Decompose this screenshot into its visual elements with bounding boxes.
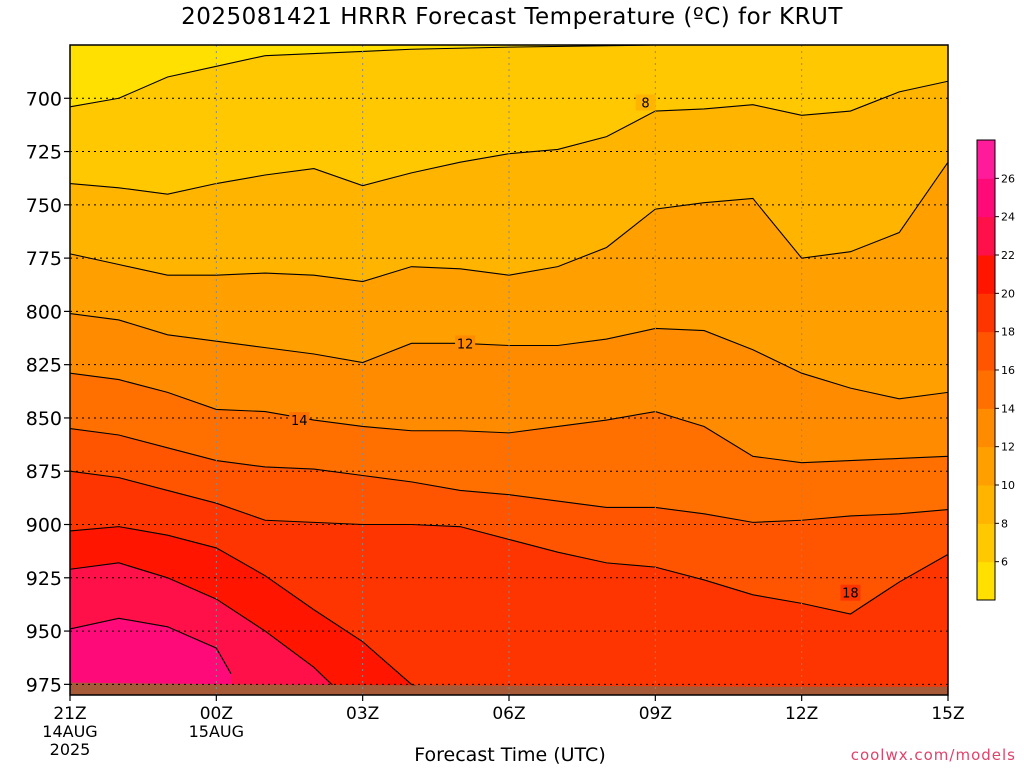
colorbar-segment-12 — [977, 408, 995, 448]
x-tick-sublabel-15AUG: 15AUG — [189, 722, 244, 741]
y-tick-label-725: 725 — [26, 142, 62, 164]
colorbar-tick-label-12: 12 — [1001, 441, 1015, 454]
contour-label-bg-14 — [289, 412, 310, 429]
colorbar-tick-label-16: 16 — [1001, 364, 1015, 377]
chart-title: 2025081421 HRRR Forecast Temperature (ºC… — [181, 4, 843, 30]
contour-label-12: 12 — [457, 337, 474, 352]
colorbar-tick-label-22: 22 — [1001, 249, 1015, 262]
x-tick-label-21Z: 21Z — [53, 704, 86, 724]
contour-14 — [70, 372, 948, 464]
y-tick-label-750: 750 — [26, 195, 62, 217]
colorbar-tick-label-26: 26 — [1001, 172, 1015, 185]
colorbar-segment-20 — [977, 255, 995, 294]
colorbar-tick-label-6: 6 — [1001, 556, 1008, 569]
x-tick-label-06Z: 06Z — [492, 704, 525, 724]
contour-label-bg-12 — [455, 335, 476, 352]
x-tick-label-15Z: 15Z — [931, 704, 964, 724]
colorbar: 6 8 10 12 14 16 18 20 22 24 26 — [976, 139, 1015, 601]
y-tick-label-775: 775 — [26, 248, 62, 270]
y-tick-label-900: 900 — [26, 515, 62, 537]
contour-24 — [70, 617, 232, 674]
contour-label-18: 18 — [842, 587, 859, 602]
contour-22 — [70, 562, 339, 692]
colorbar-segment-16 — [977, 331, 995, 371]
colorbar-tick-label-14: 14 — [1001, 402, 1015, 415]
y-tick-label-700: 700 — [26, 88, 62, 110]
colorbar-segment-22 — [977, 216, 995, 256]
x-tick-label-12Z: 12Z — [785, 704, 818, 724]
y-tick-label-950: 950 — [26, 621, 62, 643]
colorbar-segment-18 — [977, 293, 995, 333]
x-tick-label-00Z: 00Z — [200, 704, 233, 724]
contour-10 — [70, 161, 948, 283]
contour-label-bg-8 — [635, 94, 656, 111]
x-tick-label-09Z: 09Z — [639, 704, 672, 724]
y-axis: 700 725 750 775 800 825 850 875 900 925 950 975 — [26, 88, 70, 696]
colorbar-segment-8 — [977, 485, 995, 524]
contour-label-14: 14 — [291, 414, 308, 429]
y-tick-label-850: 850 — [26, 408, 62, 430]
contour-20 — [70, 526, 437, 694]
contour-label-bg-18 — [840, 584, 861, 601]
colorbar-tick-label-8: 8 — [1001, 517, 1008, 530]
colorbar-tick-label-10: 10 — [1001, 479, 1015, 492]
source-credit: coolwx.com/models — [850, 746, 1016, 764]
y-tick-label-800: 800 — [26, 301, 62, 323]
colorbar-tick-label-20: 20 — [1001, 287, 1015, 300]
y-tick-label-975: 975 — [26, 674, 62, 696]
colorbar-segment-6 — [977, 523, 995, 563]
x-tick-sublabel-2025: 2025 — [50, 740, 91, 759]
contour-6 — [70, 45, 948, 108]
contour-label-8: 8 — [641, 97, 649, 112]
colorbar-segment-24 — [977, 178, 995, 218]
y-tick-label-825: 825 — [26, 355, 62, 377]
x-tick-sublabel-14AUG: 14AUG — [42, 722, 97, 741]
colorbar-segment-14 — [977, 370, 995, 409]
y-tick-label-925: 925 — [26, 568, 62, 590]
colorbar-segment-26 — [977, 140, 995, 179]
colorbar-segment-10 — [977, 446, 995, 486]
contour-labels: 8 12 14 18 — [289, 94, 861, 602]
colorbar-tick-label-24: 24 — [1001, 211, 1015, 224]
temperature-bands — [70, 45, 948, 695]
y-tick-label-875: 875 — [26, 461, 62, 483]
x-axis-label: Forecast Time (UTC) — [414, 744, 606, 766]
x-tick-label-03Z: 03Z — [346, 704, 379, 724]
colorbar-tick-label-18: 18 — [1001, 326, 1015, 339]
colorbar-segment-4 — [977, 561, 995, 601]
